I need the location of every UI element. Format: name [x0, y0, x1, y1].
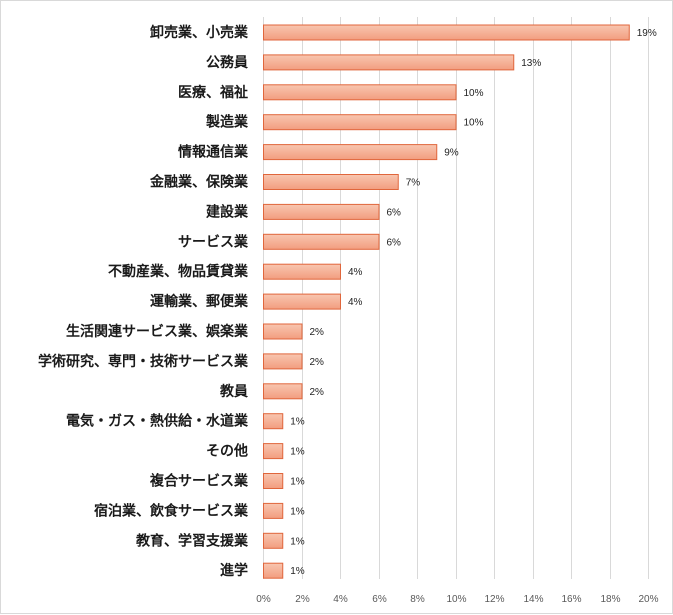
x-tick-label: 8% [410, 594, 425, 605]
data-label: 1% [290, 447, 305, 458]
bar [263, 353, 303, 370]
category-labels: 卸売業、小売業公務員医療、福祉製造業情報通信業金融業、保険業建設業サービス業不動… [38, 24, 249, 579]
value-labels: 19% 13% 10% 10% 9% 7% 6% 6% 4% 4% 2% 2% 2% 1% 1% 1% 1% 1%… [290, 28, 657, 577]
category-label: 金融業、保険業 [149, 174, 249, 191]
bar [263, 502, 284, 519]
bar [263, 473, 284, 489]
data-label: 1% [290, 566, 305, 577]
data-label: 19% [637, 28, 657, 39]
category-label: 医療、福祉 [178, 84, 248, 101]
data-label: 1% [290, 506, 305, 517]
x-axis-tick-labels: 0% 2% 4% 6% 8% 10% 12% 14% 16% 18% 20% [256, 594, 658, 605]
bar [263, 562, 284, 579]
bar [263, 532, 284, 549]
category-label: 製造業 [205, 114, 249, 131]
data-label: 1% [290, 477, 305, 488]
bars [263, 24, 630, 579]
data-label: 10% [464, 88, 484, 99]
data-label: 2% [310, 357, 325, 368]
category-label: 建設業 [206, 203, 249, 220]
data-label: 1% [290, 536, 305, 547]
data-label: 2% [310, 387, 325, 398]
bar [263, 203, 380, 220]
category-label: 学術研究、専門・技術サービス業 [38, 353, 249, 370]
bar [263, 413, 284, 430]
category-label: 生活関連サービス業、娯楽業 [66, 323, 249, 340]
bar [263, 323, 303, 340]
x-tick-label: 16% [561, 594, 581, 605]
gridlines [263, 17, 649, 579]
bar [263, 443, 284, 460]
bar [263, 383, 303, 400]
x-tick-label: 18% [600, 594, 620, 605]
x-tick-label: 2% [295, 594, 310, 605]
category-label: 運輸業、郵便業 [150, 293, 249, 310]
x-tick-label: 0% [256, 594, 271, 605]
category-label: 複合サービス業 [149, 473, 249, 490]
category-label: 電気・ガス・熱供給・水道業 [66, 413, 249, 430]
data-label: 6% [387, 207, 402, 218]
data-label: 2% [310, 327, 325, 338]
bar [263, 233, 380, 250]
data-label: 9% [444, 148, 459, 159]
bar [263, 84, 457, 101]
category-label: 宿泊業、飲食サービス業 [94, 502, 249, 519]
bar [263, 293, 341, 310]
category-label: サービス業 [178, 233, 249, 250]
bar [263, 144, 438, 161]
x-tick-label: 10% [446, 594, 466, 605]
x-tick-label: 4% [333, 594, 348, 605]
data-label: 10% [464, 118, 484, 129]
x-tick-label: 14% [523, 594, 543, 605]
category-label: その他 [206, 443, 248, 460]
category-label: 卸売業、小売業 [150, 24, 249, 41]
bar [263, 54, 515, 71]
category-label: 情報通信業 [178, 144, 249, 161]
data-label: 4% [348, 297, 363, 308]
category-label: 公務員 [206, 54, 248, 71]
data-label: 7% [406, 178, 421, 189]
bar [263, 174, 399, 190]
category-label: 教員 [220, 383, 248, 400]
x-tick-label: 20% [638, 594, 658, 605]
category-label: 教育、学習支援業 [136, 532, 249, 549]
data-label: 4% [348, 267, 363, 278]
data-label: 6% [387, 237, 402, 248]
x-tick-label: 6% [372, 594, 387, 605]
x-tick-label: 12% [484, 594, 504, 605]
category-label: 不動産業、物品賃貸業 [108, 263, 249, 280]
data-label: 1% [290, 417, 305, 428]
bar [263, 24, 630, 41]
bar [263, 263, 341, 280]
bar [263, 114, 457, 131]
category-label: 進学 [220, 562, 248, 579]
data-label: 13% [521, 58, 541, 69]
